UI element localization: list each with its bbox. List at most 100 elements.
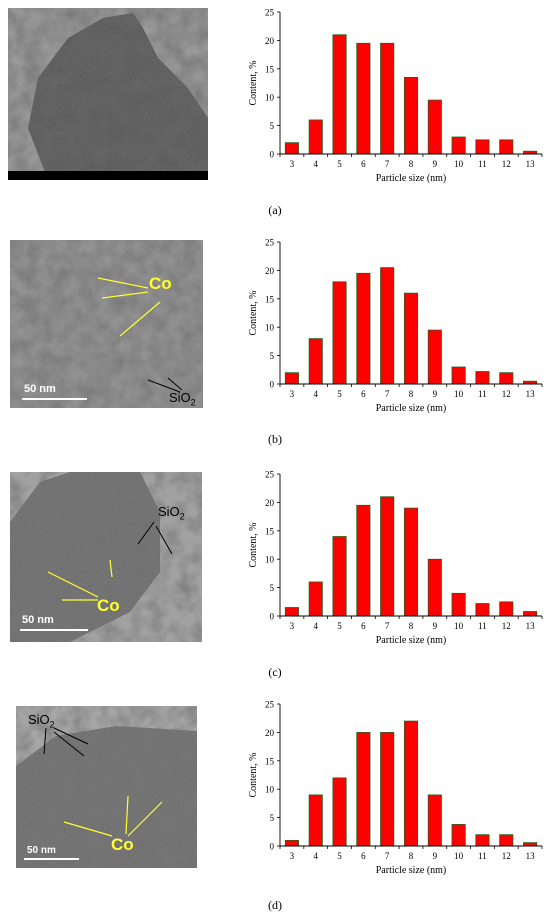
- x-tick-label: 5: [337, 389, 342, 399]
- scale-bar-label-c: 50 nm: [22, 614, 54, 626]
- y-axis-label: Content, %: [248, 523, 259, 568]
- y-tick-label: 10: [265, 93, 275, 103]
- x-tick-label: 3: [290, 851, 295, 861]
- histogram-bar: [356, 504, 371, 617]
- x-tick-label: 10: [454, 159, 464, 169]
- x-tick-label: 13: [526, 851, 536, 861]
- histogram-bar: [332, 536, 347, 617]
- histogram-b: 0 5 10 15 20 25 3 4 5 6 7 8 9 10 11 12 13 Particle size (…: [248, 238, 543, 414]
- x-tick-label: 6: [361, 621, 366, 631]
- histogram-bar: [427, 794, 442, 847]
- histogram-c: 0 5 10 15 20 25 3 4 5 6 7 8 9 10 11 12 13 Particle size (…: [248, 470, 543, 646]
- y-tick-label: 20: [265, 498, 275, 508]
- histogram-bar: [499, 139, 514, 155]
- scale-bar-b: [22, 398, 87, 400]
- x-tick-label: 3: [290, 621, 295, 631]
- histogram-bar: [332, 281, 347, 385]
- histogram-bar: [284, 839, 299, 847]
- x-tick-label: 12: [502, 621, 511, 631]
- co-label-c: Co: [97, 596, 120, 615]
- x-axis-label: Particle size (nm): [376, 403, 447, 414]
- x-tick-label: 4: [313, 621, 318, 631]
- scale-bar-label-b: 50 nm: [24, 383, 56, 395]
- histogram-bar: [475, 834, 490, 847]
- histogram-bar: [332, 34, 347, 155]
- y-tick-label: 5: [270, 351, 275, 361]
- histogram-bar: [475, 371, 490, 385]
- histogram-bar: [380, 732, 395, 847]
- y-tick-label: 0: [270, 380, 275, 390]
- x-tick-label: 3: [290, 389, 295, 399]
- x-tick-label: 8: [409, 159, 414, 169]
- histogram-bar: [308, 581, 323, 617]
- histogram-bar: [284, 372, 299, 385]
- scale-bar-d: [24, 858, 79, 860]
- y-axis-label: Content, %: [248, 61, 259, 106]
- x-tick-label: 10: [454, 851, 464, 861]
- tem-micrograph-b: Co SiO2 50 nm: [10, 240, 203, 408]
- histogram-bar: [403, 720, 419, 847]
- x-tick-label: 8: [409, 389, 414, 399]
- histogram-bar: [308, 338, 323, 385]
- x-tick-label: 5: [337, 621, 342, 631]
- x-tick-label: 10: [454, 389, 464, 399]
- histogram-a: 0 5 10 15 20 25 3 4 5 6 7 8 9 10 11 12 13 Particle size (…: [248, 8, 543, 184]
- histogram-bar: [475, 603, 490, 617]
- x-tick-label: 7: [385, 851, 390, 861]
- y-tick-label: 0: [270, 612, 275, 622]
- x-tick-label: 13: [526, 621, 536, 631]
- x-tick-label: 3: [290, 159, 295, 169]
- x-axis-label: Particle size (nm): [376, 173, 447, 184]
- x-tick-label: 8: [409, 621, 414, 631]
- tem-micrograph-d: Co SiO2 50 nm: [16, 706, 197, 868]
- histogram-bar: [380, 496, 395, 617]
- y-tick-label: 25: [265, 238, 275, 248]
- co-label-b: Co: [149, 274, 172, 293]
- x-tick-label: 7: [385, 389, 390, 399]
- x-tick-label: 9: [433, 389, 438, 399]
- x-tick-label: 12: [502, 159, 511, 169]
- histogram-bar: [427, 329, 442, 385]
- x-tick-label: 6: [361, 389, 366, 399]
- panel-label-c: (c): [268, 665, 282, 679]
- x-tick-label: 6: [361, 851, 366, 861]
- x-tick-label: 12: [502, 851, 511, 861]
- histogram-bar: [475, 139, 490, 155]
- y-tick-label: 0: [270, 150, 275, 160]
- x-tick-label: 13: [526, 159, 536, 169]
- co-label-d: Co: [111, 835, 134, 854]
- histogram-bar: [427, 558, 442, 617]
- histogram-bar: [451, 366, 466, 385]
- histogram-bar: [332, 777, 347, 847]
- histogram-bar: [451, 824, 466, 847]
- histogram-bar: [356, 272, 371, 385]
- tem-micrograph-a: [8, 8, 208, 180]
- x-tick-label: 4: [313, 851, 318, 861]
- histogram-bar: [356, 42, 371, 155]
- panel-label-d: (d): [268, 898, 282, 912]
- histogram-bar: [451, 592, 466, 617]
- panel-d: Co SiO2 50 nm 0 5 10 15 20 25 3 4 5 6 7 8 9 10 11 12 13 P…: [0, 690, 550, 917]
- x-tick-label: 9: [433, 621, 438, 631]
- y-tick-label: 15: [265, 526, 275, 536]
- histogram-d: 0 5 10 15 20 25 3 4 5 6 7 8 9 10 11 12 13 Particle size (…: [248, 700, 543, 876]
- x-tick-label: 9: [433, 159, 438, 169]
- histogram-bar: [380, 267, 395, 385]
- y-tick-label: 10: [265, 785, 275, 795]
- x-axis-label: Particle size (nm): [376, 635, 447, 646]
- x-tick-label: 4: [313, 159, 318, 169]
- histogram-bar: [451, 136, 466, 155]
- x-tick-label: 11: [478, 621, 487, 631]
- x-tick-label: 11: [478, 159, 487, 169]
- x-tick-label: 9: [433, 851, 438, 861]
- x-tick-label: 6: [361, 159, 366, 169]
- y-axis-label: Content, %: [248, 291, 259, 336]
- panel-a: 0 5 10 15 20 25 3 4 5 6 7 8 9 10 11 12 13 Particle size (…: [0, 0, 550, 225]
- panel-c: Co SiO2 50 nm 0 5 10 15 20 25 3 4 5 6 7 8 9 10 11 12 13 P…: [0, 460, 550, 686]
- x-tick-label: 8: [409, 851, 414, 861]
- y-tick-label: 5: [270, 583, 275, 593]
- histogram-bar: [499, 834, 514, 847]
- y-tick-label: 5: [270, 121, 275, 131]
- y-tick-label: 15: [265, 294, 275, 304]
- histogram-bar: [403, 507, 419, 617]
